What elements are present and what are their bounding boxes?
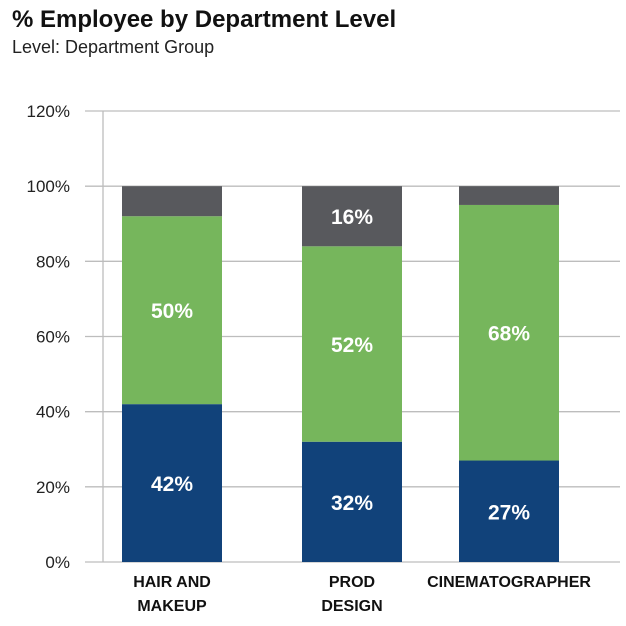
data-label: 27% [488, 501, 530, 524]
y-tick-label: 40% [36, 403, 70, 422]
bar-segment [122, 404, 222, 562]
data-label: 42% [151, 473, 193, 496]
y-tick-label: 100% [27, 177, 70, 196]
bar-segment [302, 186, 402, 247]
category-label: PROD [329, 574, 375, 591]
bar-segment [459, 460, 559, 562]
category-label: CINEMATOGRAPHER [427, 574, 591, 591]
y-tick-label: 60% [36, 328, 70, 347]
bar-segment [302, 441, 402, 562]
y-tick-label: 120% [27, 102, 70, 121]
bar-segment [459, 186, 559, 205]
bar-segment [122, 216, 222, 405]
category-label: HAIR AND [133, 574, 211, 591]
y-tick-label: 0% [45, 553, 70, 572]
data-label: 52% [331, 334, 373, 357]
bar-segment [302, 246, 402, 442]
bar-segment [122, 186, 222, 217]
y-tick-label: 20% [36, 478, 70, 497]
data-label: 16% [331, 206, 373, 229]
category-label: MAKEUP [137, 598, 207, 615]
chart-title: % Employee by Department Level [12, 6, 397, 33]
data-label: 32% [331, 492, 373, 515]
bar-segment [459, 204, 559, 461]
chart-subtitle: Level: Department Group [12, 37, 215, 57]
data-label: 68% [488, 323, 530, 346]
category-label: DESIGN [321, 598, 382, 615]
y-tick-label: 80% [36, 252, 70, 271]
data-label: 50% [151, 300, 193, 323]
